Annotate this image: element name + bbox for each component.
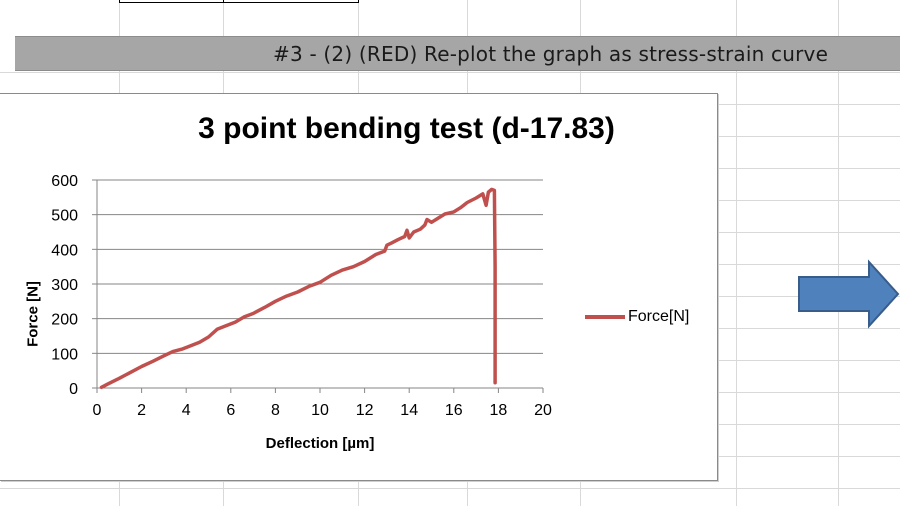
x-tick-label: 0 bbox=[93, 402, 102, 419]
series-layer bbox=[99, 187, 497, 390]
y-tick-label: 600 bbox=[51, 173, 78, 190]
y-axis-label: Force [N] bbox=[24, 281, 42, 347]
y-tick-label: 100 bbox=[51, 346, 78, 363]
y-tick-label: 300 bbox=[51, 277, 78, 294]
chart-title: 3 point bending test (d-17.83) bbox=[198, 112, 615, 145]
x-tick-label: 8 bbox=[271, 402, 280, 419]
chart-container[interactable]: 0 100 200 300 400 500 600 0 2 4 6 8 10 12 14 16 18 20 3 … bbox=[0, 93, 718, 481]
x-tick-label: 12 bbox=[356, 402, 374, 419]
x-tick-labels: 0 2 4 6 8 10 12 14 16 18 20 bbox=[93, 402, 552, 419]
legend-swatch bbox=[585, 315, 625, 319]
x-tick-label: 16 bbox=[445, 402, 463, 419]
x-tick-label: 6 bbox=[226, 402, 235, 419]
chart-plot: 0 100 200 300 400 500 600 0 2 4 6 8 10 12 14 16 18 20 bbox=[51, 173, 552, 419]
right-arrow-shape bbox=[798, 259, 900, 329]
x-tick-label: 2 bbox=[137, 402, 146, 419]
x-tick-label: 20 bbox=[534, 402, 552, 419]
banner-text: #3 - (2) (RED) Re-plot the graph as stre… bbox=[273, 42, 829, 66]
axes bbox=[92, 179, 544, 393]
right-arrow-icon[interactable] bbox=[795, 258, 900, 330]
y-tick-labels: 0 100 200 300 400 500 600 bbox=[51, 173, 78, 398]
gridlines bbox=[97, 179, 543, 354]
legend: Force[N] bbox=[585, 308, 689, 326]
y-tick-label: 0 bbox=[69, 381, 78, 398]
x-tick-label: 10 bbox=[311, 402, 329, 419]
series-line-force bbox=[99, 187, 497, 390]
x-axis-label: Deflection [µm] bbox=[265, 435, 375, 452]
x-tick-label: 14 bbox=[400, 402, 418, 419]
x-tick-label: 4 bbox=[182, 402, 191, 419]
y-tick-label: 400 bbox=[51, 242, 78, 259]
x-tick-label: 18 bbox=[490, 402, 508, 419]
y-tick-label: 200 bbox=[51, 312, 78, 329]
instruction-banner: #3 - (2) (RED) Re-plot the graph as stre… bbox=[15, 36, 900, 71]
y-tick-label: 500 bbox=[51, 208, 78, 225]
legend-label: Force[N] bbox=[628, 308, 690, 325]
